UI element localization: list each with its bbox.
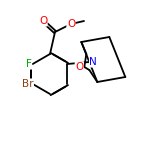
Text: F: F — [26, 59, 32, 69]
Text: Br: Br — [22, 79, 33, 89]
Text: O: O — [75, 62, 83, 72]
Text: N: N — [89, 57, 97, 67]
Text: O: O — [67, 19, 75, 29]
Text: O: O — [39, 16, 47, 26]
